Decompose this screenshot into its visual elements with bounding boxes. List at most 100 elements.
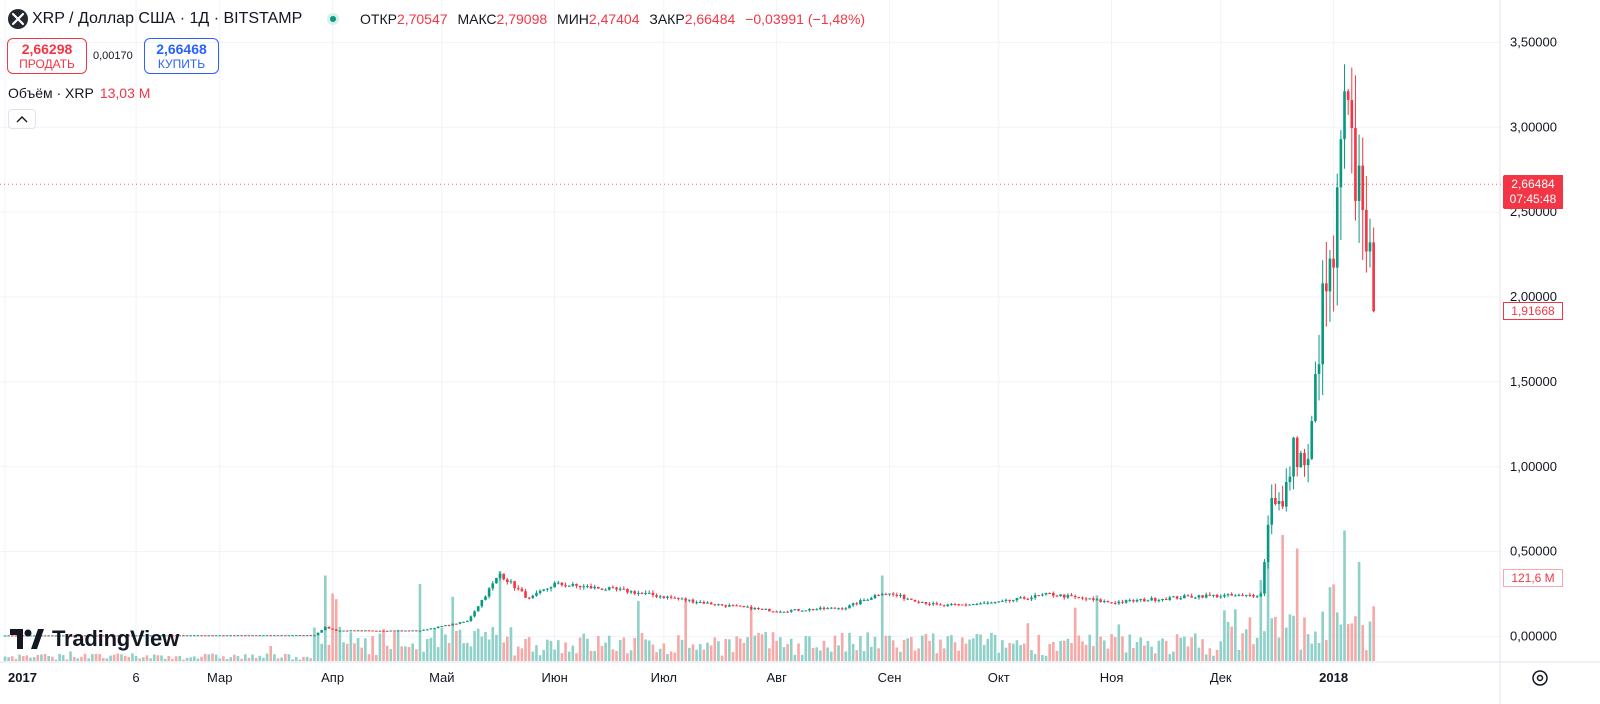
volume-bar — [94, 653, 98, 661]
volume-bar — [58, 653, 61, 661]
volume-bar — [724, 638, 728, 661]
volume-bar — [651, 644, 655, 661]
candle — [800, 610, 804, 612]
volume-bar — [1110, 634, 1113, 661]
symbol-title[interactable]: XRP / Доллар США · 1Д · BITSTAMP — [32, 10, 303, 27]
volume-bar — [254, 657, 258, 661]
candle — [1328, 258, 1332, 292]
y-tick-label: 3,00000 — [1510, 119, 1557, 134]
candle — [1066, 595, 1070, 598]
volume-bar — [72, 656, 76, 661]
volume-bar — [1033, 654, 1037, 661]
candle — [655, 595, 658, 597]
sell-button[interactable]: 2,66298 ПРОДАТЬ — [7, 38, 87, 74]
candle — [356, 630, 360, 632]
volume-bar — [247, 657, 251, 661]
candle — [506, 579, 509, 583]
volume-bar — [779, 637, 782, 661]
candle — [775, 611, 778, 613]
y-tick-label: 3,50000 — [1510, 34, 1557, 49]
volume-bar — [567, 651, 571, 661]
volume-bar — [265, 653, 269, 661]
candle — [178, 635, 182, 637]
candle — [673, 597, 677, 599]
volume-bar — [990, 632, 993, 661]
candle — [1030, 597, 1033, 600]
volume-bar — [637, 600, 640, 661]
candle — [247, 635, 251, 637]
volume-bar — [251, 654, 254, 661]
volume-bar — [1277, 637, 1281, 661]
candle — [1113, 602, 1117, 604]
buy-button[interactable]: 2,66468 КУПИТЬ — [144, 38, 219, 74]
y-tick-label: 1,00000 — [1510, 459, 1557, 474]
volume-bar — [422, 651, 425, 661]
volume-bar — [961, 637, 964, 661]
candle — [1164, 598, 1168, 600]
candle — [957, 604, 960, 606]
volume-bar — [1332, 584, 1335, 661]
volume-bar — [1343, 530, 1346, 661]
candle — [564, 585, 567, 587]
candle — [1139, 599, 1142, 601]
candle — [51, 635, 54, 637]
xrp-logo-icon — [8, 9, 28, 29]
collapse-legend-button[interactable] — [8, 109, 36, 129]
candle — [258, 635, 262, 637]
x-tick-label: Мар — [207, 670, 232, 685]
volume-bar — [436, 647, 440, 661]
tradingview-logo[interactable]: TradingView — [10, 626, 179, 652]
candle — [1095, 599, 1099, 601]
volume-bar — [1077, 635, 1081, 661]
volume-bar — [447, 642, 451, 661]
volume-bar — [578, 637, 582, 661]
market-status-icon[interactable] — [327, 13, 339, 25]
candle — [1208, 594, 1212, 596]
candle — [32, 635, 36, 637]
candle — [549, 587, 553, 589]
volume-bar — [1226, 621, 1230, 661]
candle — [418, 630, 422, 632]
candle — [374, 630, 378, 632]
candle — [877, 595, 880, 597]
volume-bar — [870, 646, 873, 661]
candle — [473, 611, 476, 617]
candle — [753, 608, 757, 610]
volume-bar — [746, 637, 749, 661]
volume-bar — [327, 644, 331, 661]
volume-bar — [269, 645, 273, 661]
volume-bar — [1234, 609, 1237, 661]
volume-bar — [356, 638, 360, 661]
candle — [997, 601, 1001, 603]
candle — [1004, 599, 1008, 601]
volume-bar — [600, 646, 604, 661]
candle — [1212, 594, 1215, 596]
candle — [953, 604, 957, 606]
volume-bar — [575, 653, 578, 661]
candle — [1244, 594, 1248, 596]
candle — [1015, 598, 1019, 601]
candle — [105, 635, 109, 637]
candle — [647, 592, 651, 594]
volume-bar — [1113, 637, 1117, 661]
volume-bar — [29, 657, 32, 661]
volume-bar — [622, 637, 626, 661]
candle — [895, 594, 899, 596]
candle — [680, 598, 684, 600]
candle — [840, 608, 844, 610]
candle — [971, 604, 975, 606]
volume-bar — [1168, 654, 1172, 661]
volume-bar — [950, 635, 953, 661]
volume-bar — [1121, 636, 1124, 661]
volume-bar — [1052, 642, 1055, 661]
gear-icon[interactable] — [1530, 668, 1550, 688]
volume-bar — [789, 638, 793, 661]
volume-bar — [440, 628, 444, 661]
candle — [324, 626, 327, 631]
candle — [407, 630, 411, 632]
volume-bar — [396, 629, 400, 661]
candle — [626, 588, 629, 593]
volume-legend[interactable]: Объём · XRP 13,03 M — [8, 85, 150, 101]
